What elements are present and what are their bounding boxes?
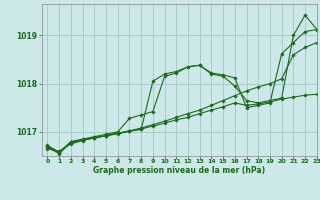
X-axis label: Graphe pression niveau de la mer (hPa): Graphe pression niveau de la mer (hPa) <box>93 166 265 175</box>
